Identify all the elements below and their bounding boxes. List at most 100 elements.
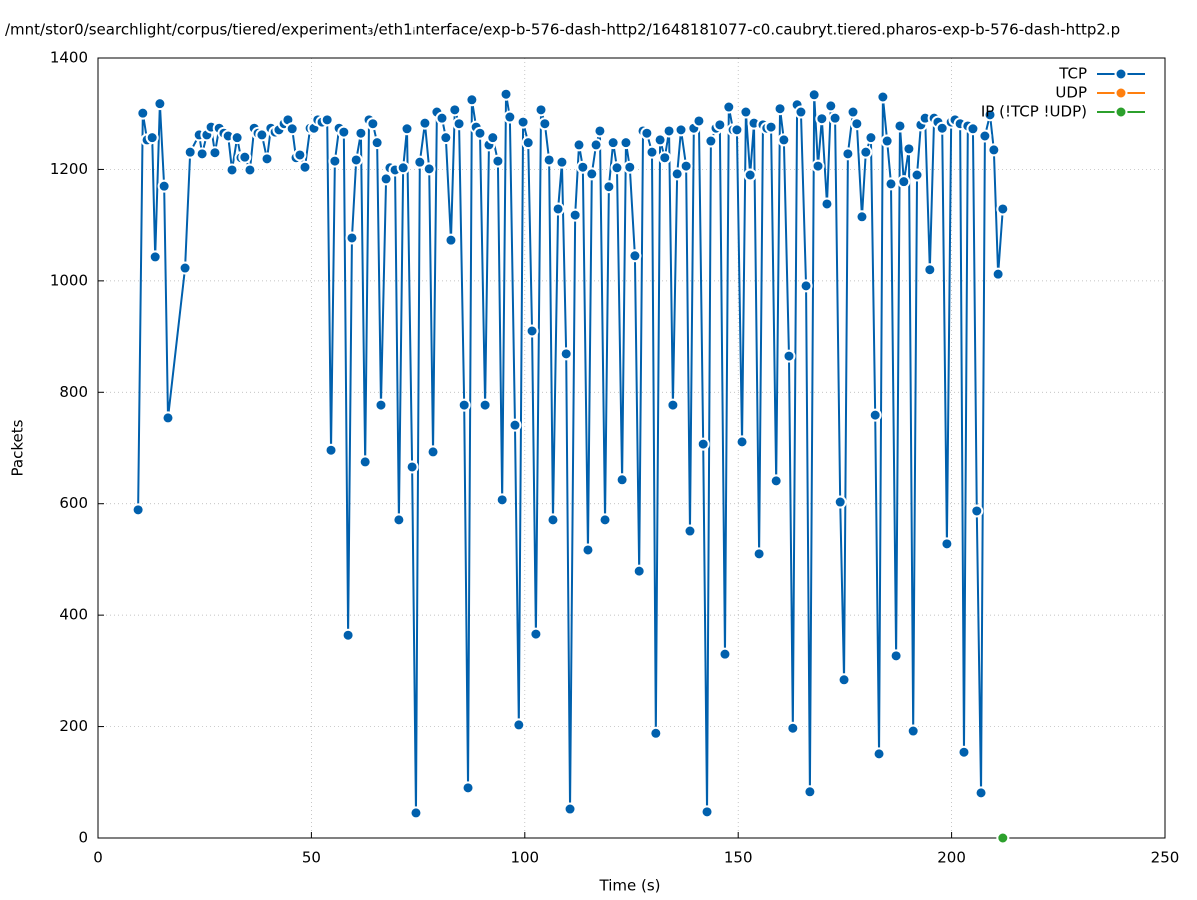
data-point (606, 136, 620, 150)
data-point (473, 126, 487, 140)
data-point (704, 134, 718, 148)
data-point (893, 119, 907, 133)
data-point (366, 117, 380, 131)
data-point (486, 131, 500, 145)
data-point (448, 103, 462, 117)
data-point (658, 151, 672, 165)
data-point (743, 168, 757, 182)
data-point (542, 153, 556, 167)
data-point (828, 111, 842, 125)
data-point (987, 143, 1001, 157)
data-point (970, 504, 984, 518)
data-point (568, 208, 582, 222)
data-point (764, 120, 778, 134)
data-point (978, 129, 992, 143)
data-point (803, 785, 817, 799)
legend-label: IP (!TCP !UDP) (981, 103, 1087, 121)
data-point (396, 161, 410, 175)
data-point (850, 117, 864, 131)
data-point (426, 445, 440, 459)
data-point (349, 153, 363, 167)
data-point (439, 131, 453, 145)
data-point (243, 163, 257, 177)
data-point (598, 513, 612, 527)
data-point (868, 408, 882, 422)
data-point (935, 121, 949, 135)
data-point (855, 210, 869, 224)
data-point (996, 202, 1010, 216)
data-point (379, 172, 393, 186)
data-point (298, 160, 312, 174)
data-point (230, 131, 244, 145)
y-tick-label: 600 (59, 494, 88, 512)
data-point (337, 125, 351, 139)
y-tick-label: 400 (59, 606, 88, 624)
data-point (623, 160, 637, 174)
data-point (880, 134, 894, 148)
data-point (897, 175, 911, 189)
data-point (662, 124, 676, 138)
data-point (374, 398, 388, 412)
data-point (345, 231, 359, 245)
data-point (320, 113, 334, 127)
data-point (465, 93, 479, 107)
data-point (328, 154, 342, 168)
data-point (902, 142, 916, 156)
data-point (208, 146, 222, 160)
data-point (178, 261, 192, 275)
data-point (713, 118, 727, 132)
x-axis-label: Time (s) (599, 877, 661, 895)
data-point (910, 168, 924, 182)
data-point (884, 177, 898, 191)
data-point (225, 163, 239, 177)
data-point (183, 145, 197, 159)
plot-frame (97, 57, 1166, 839)
data-point (255, 128, 269, 142)
data-point (730, 123, 744, 137)
data-point (529, 627, 543, 641)
data-point (409, 806, 423, 820)
data-point (136, 106, 150, 120)
data-point (957, 745, 971, 759)
data-point (864, 131, 878, 145)
data-point (341, 628, 355, 642)
legend-label: UDP (1055, 84, 1087, 102)
data-point (841, 147, 855, 161)
series-line (137, 94, 1004, 813)
x-tick-label: 0 (93, 849, 103, 867)
data-point (782, 349, 796, 363)
data-point (696, 437, 710, 451)
data-point (512, 718, 526, 732)
data-point (876, 90, 890, 104)
y-tick-label: 1000 (50, 271, 88, 289)
data-point (405, 460, 419, 474)
data-point (773, 102, 787, 116)
data-point (906, 724, 920, 738)
data-point (452, 117, 466, 131)
data-point (859, 145, 873, 159)
data-point (923, 263, 937, 277)
data-point (653, 133, 667, 147)
data-point (551, 202, 565, 216)
legend-marker (1114, 105, 1128, 119)
data-point (991, 267, 1005, 281)
data-point (940, 537, 954, 551)
data-point (824, 99, 838, 113)
data-point (538, 117, 552, 131)
y-tick-label: 1200 (50, 160, 88, 178)
data-point (820, 197, 834, 211)
data-point (153, 97, 167, 111)
data-point (572, 138, 586, 152)
data-point (846, 105, 860, 119)
data-point (435, 111, 449, 125)
x-tick-label: 150 (724, 849, 753, 867)
data-point (735, 435, 749, 449)
x-tick-label: 100 (510, 849, 539, 867)
data-point (799, 279, 813, 293)
data-point (752, 547, 766, 561)
data-point (581, 543, 595, 557)
data-point (628, 249, 642, 263)
data-point (324, 443, 338, 457)
data-point (413, 155, 427, 169)
